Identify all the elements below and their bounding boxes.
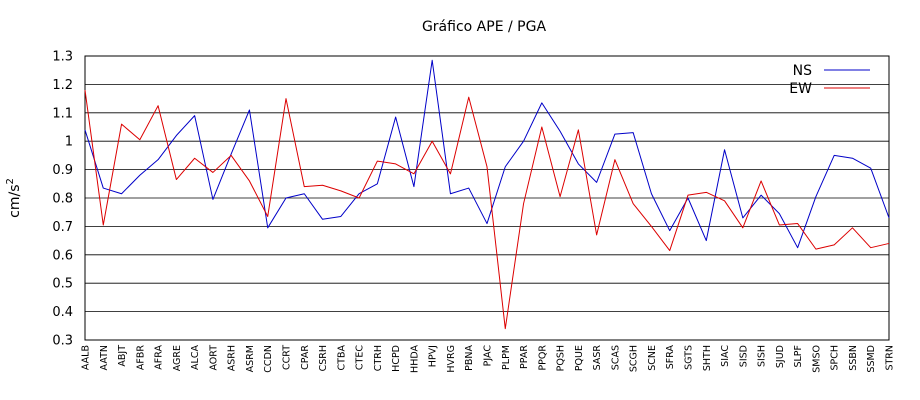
y-tick-label: 0.3 [52,334,73,349]
x-tick-label: AGRE [172,345,183,371]
x-tick-label: PLPM [501,345,512,370]
x-tick-label: AORT [208,345,219,371]
x-tick-label: SLPF [793,345,804,368]
x-tick-label: SPCH [830,345,841,371]
x-tick-label: SGTS [684,345,695,370]
y-tick-label: 0.4 [52,305,73,320]
x-tick-label: CTEC [355,345,366,370]
x-tick-label: SCNE [647,345,658,371]
y-tick-label: 0.7 [52,220,73,235]
x-tick-label: ABJT [117,345,128,367]
x-tick-label: SISD [738,345,749,367]
x-tick-label: ALCA [190,345,201,370]
x-tick-label: HCPD [391,345,402,372]
x-tick-label: CSRH [318,345,329,371]
x-tick-label: ASRH [227,345,238,371]
y-tick-label: 0.9 [52,163,73,178]
x-tick-label: CTRH [373,345,384,371]
x-tick-label: HPVJ [428,345,439,367]
x-tick-label: AFRA [154,345,165,370]
x-tick-label: AFBR [135,345,146,370]
x-tick-label: PQSH [556,345,567,371]
x-tick-label: SIAC [720,345,731,367]
x-tick-label: SISH [757,345,768,367]
x-tick-label: ASRM [245,345,256,372]
legend-label-ns: NS [793,63,812,79]
x-tick-label: SMSO [811,345,822,373]
x-tick-label: CPAR [300,345,311,370]
x-tick-label: SCAS [610,345,621,370]
x-tick-label: PPQR [537,345,548,371]
x-tick-label: SASR [592,345,603,371]
x-tick-label: CCRT [282,345,293,370]
x-tick-label: SCGH [629,345,640,372]
x-tick-label: SFRA [665,345,676,370]
y-axis-label-unit: cm/s [7,185,23,218]
x-tick-label: SJUD [775,345,786,368]
x-tick-label: PBNA [464,345,475,371]
y-tick-label: 0.6 [52,248,73,263]
y-axis-label-exponent: 2 [5,178,16,184]
y-tick-label: 1.2 [52,78,73,93]
x-tick-label: HVRG [446,345,457,373]
y-tick-label: 0.5 [52,277,73,292]
y-tick-label: 0.8 [52,192,73,207]
x-tick-label: PPAR [519,345,530,369]
chart-title: Gráfico APE / PGA [422,19,546,35]
x-tick-label: AATN [99,345,110,370]
x-tick-label: PQUE [574,345,585,371]
y-tick-label: 1.1 [52,106,73,121]
y-tick-label: 1.3 [52,50,73,65]
x-tick-label: STRN [885,345,896,371]
x-tick-label: HHDA [409,345,420,373]
y-axis-label: cm/s2 [5,178,23,218]
plot-frame [84,55,890,341]
x-tick-label: CTBA [336,344,347,370]
series-line-ew [84,90,890,330]
x-tick-label: AALB [81,345,92,370]
x-tick-label: PJAC [483,345,494,367]
series-line-ns [84,59,890,249]
y-tick-label: 1 [65,135,73,150]
legend-label-ew: EW [789,81,812,97]
x-tick-label: SHTH [702,345,713,371]
x-tick-label: SSMD [866,345,877,373]
x-tick-label: CCDN [263,345,274,373]
x-tick-label: SSBN [848,345,859,371]
